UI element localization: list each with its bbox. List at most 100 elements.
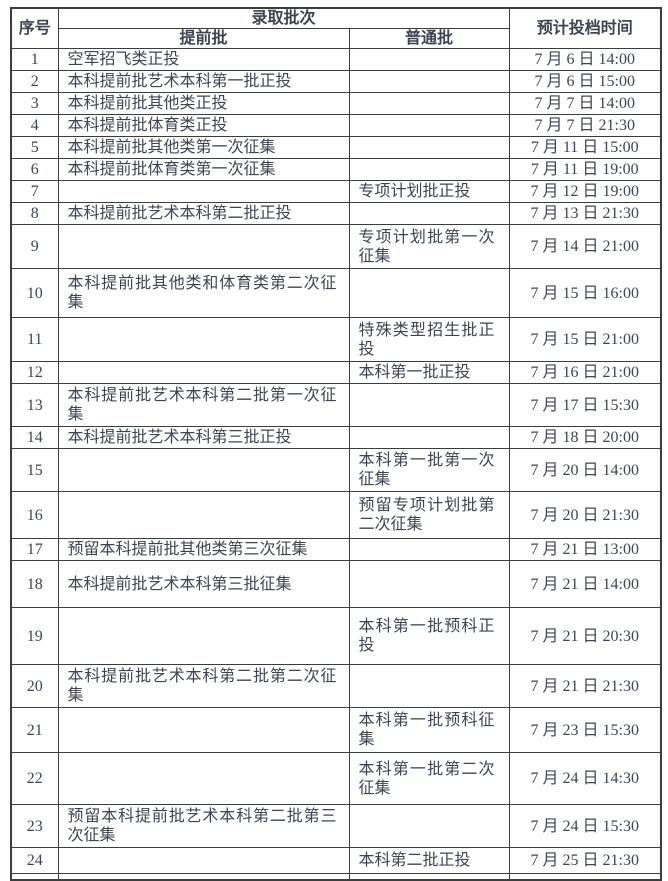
general-batch-cell (348, 202, 510, 225)
general-batch-cell (348, 70, 510, 93)
partial-table-row (10, 873, 662, 880)
seq-cell: 18 (10, 560, 59, 608)
table-row: 4 本科提前批体育类正投 7 月 7 日 21:30 (10, 114, 662, 137)
general-batch-cell (348, 114, 510, 137)
time-cell: 7 月 21 日 20:30 (508, 607, 662, 665)
time-cell: 7 月 20 日 21:30 (508, 491, 662, 539)
time-cell: 7 月 24 日 14:30 (508, 752, 662, 805)
table-row: 14 本科提前批艺术本科第三批正投 7 月 18 日 20:00 (10, 426, 662, 449)
time-cell: 7 月 15 日 16:00 (508, 268, 662, 318)
general-batch-cell: 本科第一批第二次征集 (348, 752, 510, 805)
table-row: 16 预留专项计划批第二次征集 7 月 20 日 21:30 (10, 491, 662, 539)
time-cell: 7 月 17 日 15:30 (508, 383, 662, 427)
general-batch-cell (348, 268, 510, 318)
time-cell: 7 月 25 日 21:30 (508, 847, 662, 874)
early-batch-cell (57, 752, 350, 805)
time-cell: 7 月 6 日 14:00 (508, 48, 662, 71)
table-row: 22 本科第一批第二次征集 7 月 24 日 14:30 (10, 752, 662, 805)
time-cell: 7 月 11 日 15:00 (508, 136, 662, 159)
table-body: 1 空军招飞类正投 7 月 6 日 14:00 2 本科提前批艺术本科第一批正投 7 月 … (10, 48, 662, 880)
seq-cell: 10 (10, 268, 59, 318)
seq-cell: 4 (10, 114, 59, 137)
table-row: 18 本科提前批艺术本科第三批征集 7 月 21 日 14:00 (10, 560, 662, 608)
time-cell: 7 月 12 日 19:00 (508, 180, 662, 203)
table-row: 1 空军招飞类正投 7 月 6 日 14:00 (10, 48, 662, 71)
header-batch-group: 录取批次 (57, 7, 510, 29)
table-row: 20 本科提前批艺术本科第二批第二次征集 7 月 21 日 21:30 (10, 664, 662, 708)
seq-cell: 2 (10, 70, 59, 93)
time-cell: 7 月 6 日 15:00 (508, 70, 662, 93)
early-batch-cell: 本科提前批艺术本科第三批征集 (57, 560, 350, 608)
time-cell: 7 月 23 日 15:30 (508, 707, 662, 753)
table-row: 23 预留本科提前批艺术本科第二批第三次征集 7 月 24 日 15:30 (10, 804, 662, 848)
early-batch-cell (57, 491, 350, 539)
table-row: 17 预留本科提前批其他类第三次征集 7 月 21 日 13:00 (10, 538, 662, 561)
time-cell: 7 月 16 日 21:00 (508, 361, 662, 384)
seq-cell: 12 (10, 361, 59, 384)
general-batch-cell: 本科第一批正投 (348, 361, 510, 384)
seq-cell: 3 (10, 92, 59, 115)
time-cell: 7 月 21 日 21:30 (508, 664, 662, 708)
general-batch-cell: 本科第一批预科征集 (348, 707, 510, 753)
admission-schedule-table: 序号 录取批次 预计投档时间 提前批 普通批 1 空军招飞类正投 7 月 6 日 1… (10, 7, 663, 881)
general-batch-cell: 专项计划批正投 (348, 180, 510, 203)
general-batch-cell: 特殊类型招生批正投 (348, 317, 510, 362)
table-row: 11 特殊类型招生批正投 7 月 15 日 21:00 (10, 317, 662, 362)
time-cell (508, 873, 662, 880)
general-batch-cell (348, 136, 510, 159)
early-batch-cell: 本科提前批其他类和体育类第二次征集 (57, 268, 350, 318)
early-batch-cell: 本科提前批其他类正投 (57, 92, 350, 115)
table-row: 6 本科提前批体育类第一次征集 7 月 11 日 19:00 (10, 158, 662, 181)
time-cell: 7 月 21 日 14:00 (508, 560, 662, 608)
early-batch-cell (57, 361, 350, 384)
table-row: 8 本科提前批艺术本科第二批正投 7 月 13 日 21:30 (10, 202, 662, 225)
seq-cell: 1 (10, 48, 59, 71)
general-batch-cell (348, 664, 510, 708)
seq-cell: 20 (10, 664, 59, 708)
time-cell: 7 月 21 日 13:00 (508, 538, 662, 561)
early-batch-cell: 本科提前批艺术本科第三批正投 (57, 426, 350, 449)
seq-cell: 23 (10, 804, 59, 848)
time-cell: 7 月 14 日 21:00 (508, 224, 662, 269)
general-batch-cell (348, 48, 510, 71)
seq-cell: 22 (10, 752, 59, 805)
general-batch-cell (348, 873, 510, 880)
table-row: 19 本科第一批预科正投 7 月 21 日 20:30 (10, 607, 662, 665)
table-row: 24 本科第二批正投 7 月 25 日 21:30 (10, 847, 662, 874)
early-batch-cell (57, 707, 350, 753)
early-batch-cell (57, 847, 350, 874)
early-batch-cell: 预留本科提前批艺术本科第二批第三次征集 (57, 804, 350, 848)
general-batch-cell (348, 158, 510, 181)
seq-cell: 8 (10, 202, 59, 225)
time-cell: 7 月 20 日 14:00 (508, 448, 662, 492)
seq-cell: 24 (10, 847, 59, 874)
seq-cell: 9 (10, 224, 59, 269)
general-batch-cell (348, 92, 510, 115)
time-cell: 7 月 7 日 21:30 (508, 114, 662, 137)
seq-cell: 15 (10, 448, 59, 492)
seq-cell: 5 (10, 136, 59, 159)
seq-cell: 13 (10, 383, 59, 427)
general-batch-cell (348, 538, 510, 561)
general-batch-cell: 预留专项计划批第二次征集 (348, 491, 510, 539)
seq-cell: 21 (10, 707, 59, 753)
early-batch-cell: 预留本科提前批其他类第三次征集 (57, 538, 350, 561)
early-batch-cell: 本科提前批艺术本科第二批正投 (57, 202, 350, 225)
table-header: 序号 录取批次 预计投档时间 提前批 普通批 (10, 7, 662, 49)
general-batch-cell: 本科第二批正投 (348, 847, 510, 874)
table-row: 15 本科第一批第一次征集 7 月 20 日 14:00 (10, 448, 662, 492)
early-batch-cell: 本科提前批艺术本科第一批正投 (57, 70, 350, 93)
table-row: 9 专项计划批第一次征集 7 月 14 日 21:00 (10, 224, 662, 269)
early-batch-cell (57, 448, 350, 492)
table-row: 2 本科提前批艺术本科第一批正投 7 月 6 日 15:00 (10, 70, 662, 93)
early-batch-cell: 本科提前批体育类第一次征集 (57, 158, 350, 181)
seq-cell (10, 873, 59, 880)
seq-cell: 19 (10, 607, 59, 665)
seq-cell: 17 (10, 538, 59, 561)
time-cell: 7 月 7 日 14:00 (508, 92, 662, 115)
early-batch-cell: 本科提前批体育类正投 (57, 114, 350, 137)
early-batch-cell: 本科提前批艺术本科第二批第一次征集 (57, 383, 350, 427)
time-cell: 7 月 11 日 19:00 (508, 158, 662, 181)
seq-cell: 11 (10, 317, 59, 362)
header-early-batch: 提前批 (57, 28, 350, 49)
